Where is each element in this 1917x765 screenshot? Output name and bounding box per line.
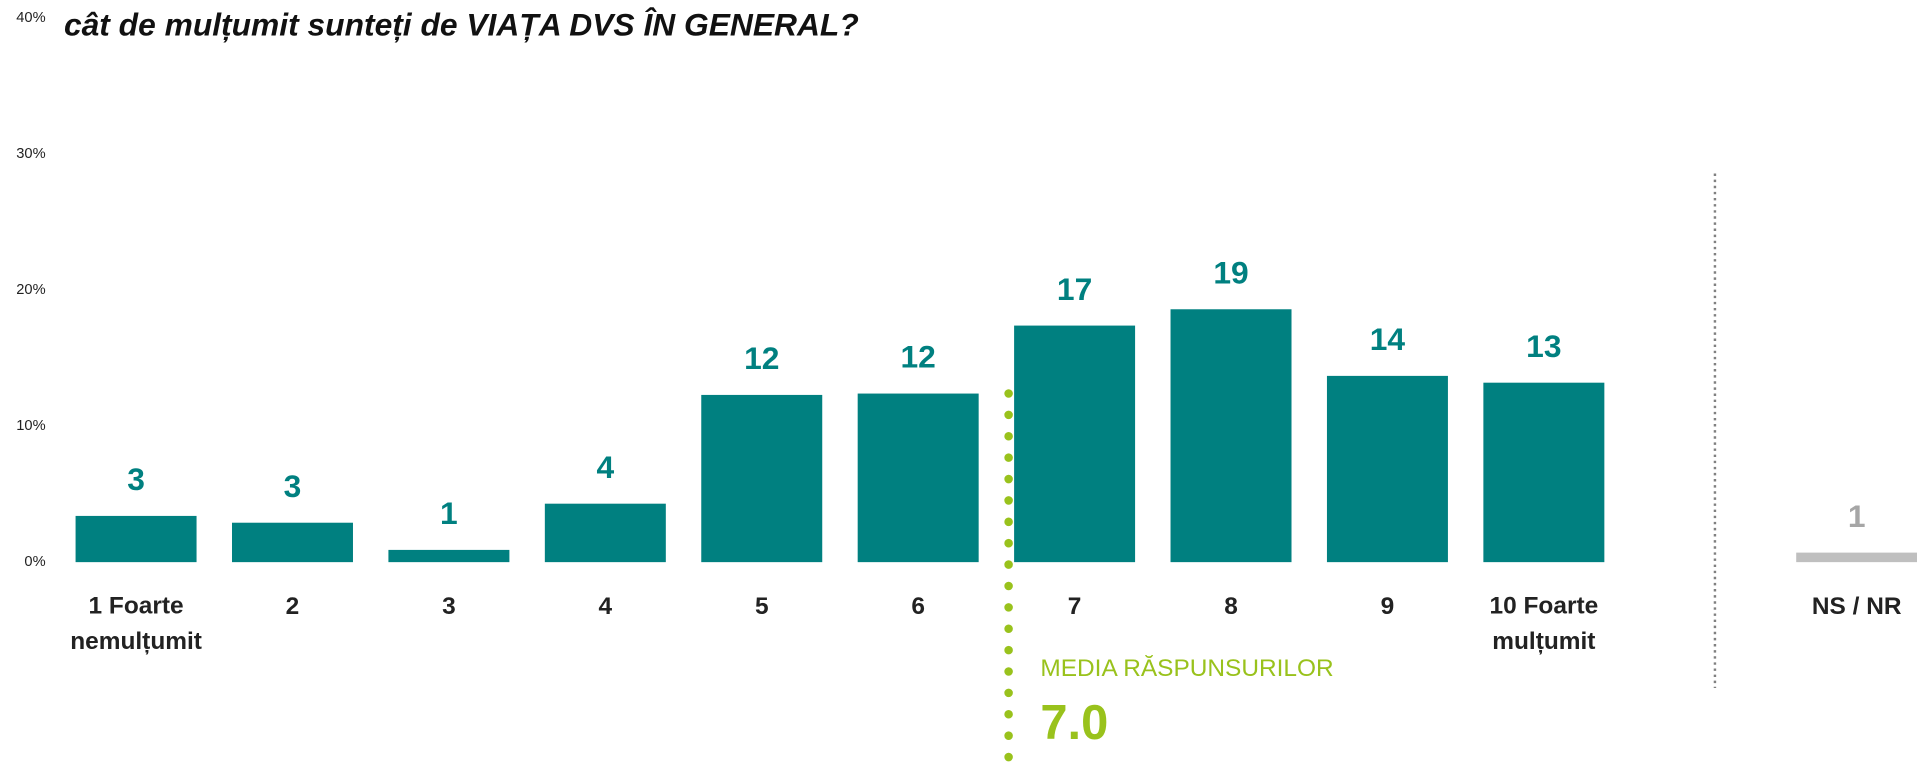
value-label: 1 [1848, 498, 1866, 534]
x-tick-label: 2 [286, 593, 300, 620]
x-tick-label: 5 [755, 593, 769, 620]
bar [388, 549, 510, 563]
bar [1170, 309, 1292, 563]
value-label: 3 [127, 461, 145, 497]
bar [75, 515, 197, 563]
value-label: 4 [596, 449, 614, 485]
value-label: 3 [284, 468, 302, 504]
x-tick-label: 3 [442, 593, 456, 620]
bar [857, 393, 979, 563]
x-tick-label: 7 [1068, 593, 1082, 620]
bar [1326, 375, 1448, 563]
x-tick-label: 8 [1224, 593, 1238, 620]
bar [701, 394, 823, 563]
y-tick-label: 30% [16, 146, 45, 162]
x-tick-label: 9 [1381, 593, 1395, 620]
x-tick-label: 1 Foarte nemulțumit [70, 593, 202, 655]
y-tick-label: 10% [16, 418, 45, 434]
x-tick-label: 6 [911, 593, 925, 620]
value-label: 1 [440, 495, 458, 531]
bar [1483, 382, 1605, 563]
x-tick-label: 10 Foarte mulțumit [1490, 593, 1599, 655]
bar [231, 522, 353, 563]
y-tick-label: 20% [16, 282, 45, 298]
annotation: MEDIA RĂSPUNSURILOR [1040, 655, 1333, 682]
y-tick-label: 40% [16, 10, 45, 26]
bar [1014, 325, 1136, 563]
value-label: 19 [1213, 254, 1248, 290]
x-tick-label: NS / NR [1812, 593, 1902, 620]
bar [544, 503, 666, 563]
x-tick-label: 4 [599, 593, 613, 620]
y-tick-label: 0% [24, 554, 45, 570]
annotation: 7.0 [1040, 696, 1108, 750]
value-label: 14 [1370, 321, 1406, 357]
value-label: 13 [1526, 328, 1561, 364]
bar [1796, 552, 1917, 563]
value-label: 12 [901, 339, 936, 375]
value-label: 17 [1057, 271, 1092, 307]
value-label: 12 [744, 340, 779, 376]
chart-title: cât de mulțumit sunteți de VIAȚA DVS ÎN … [64, 6, 859, 42]
